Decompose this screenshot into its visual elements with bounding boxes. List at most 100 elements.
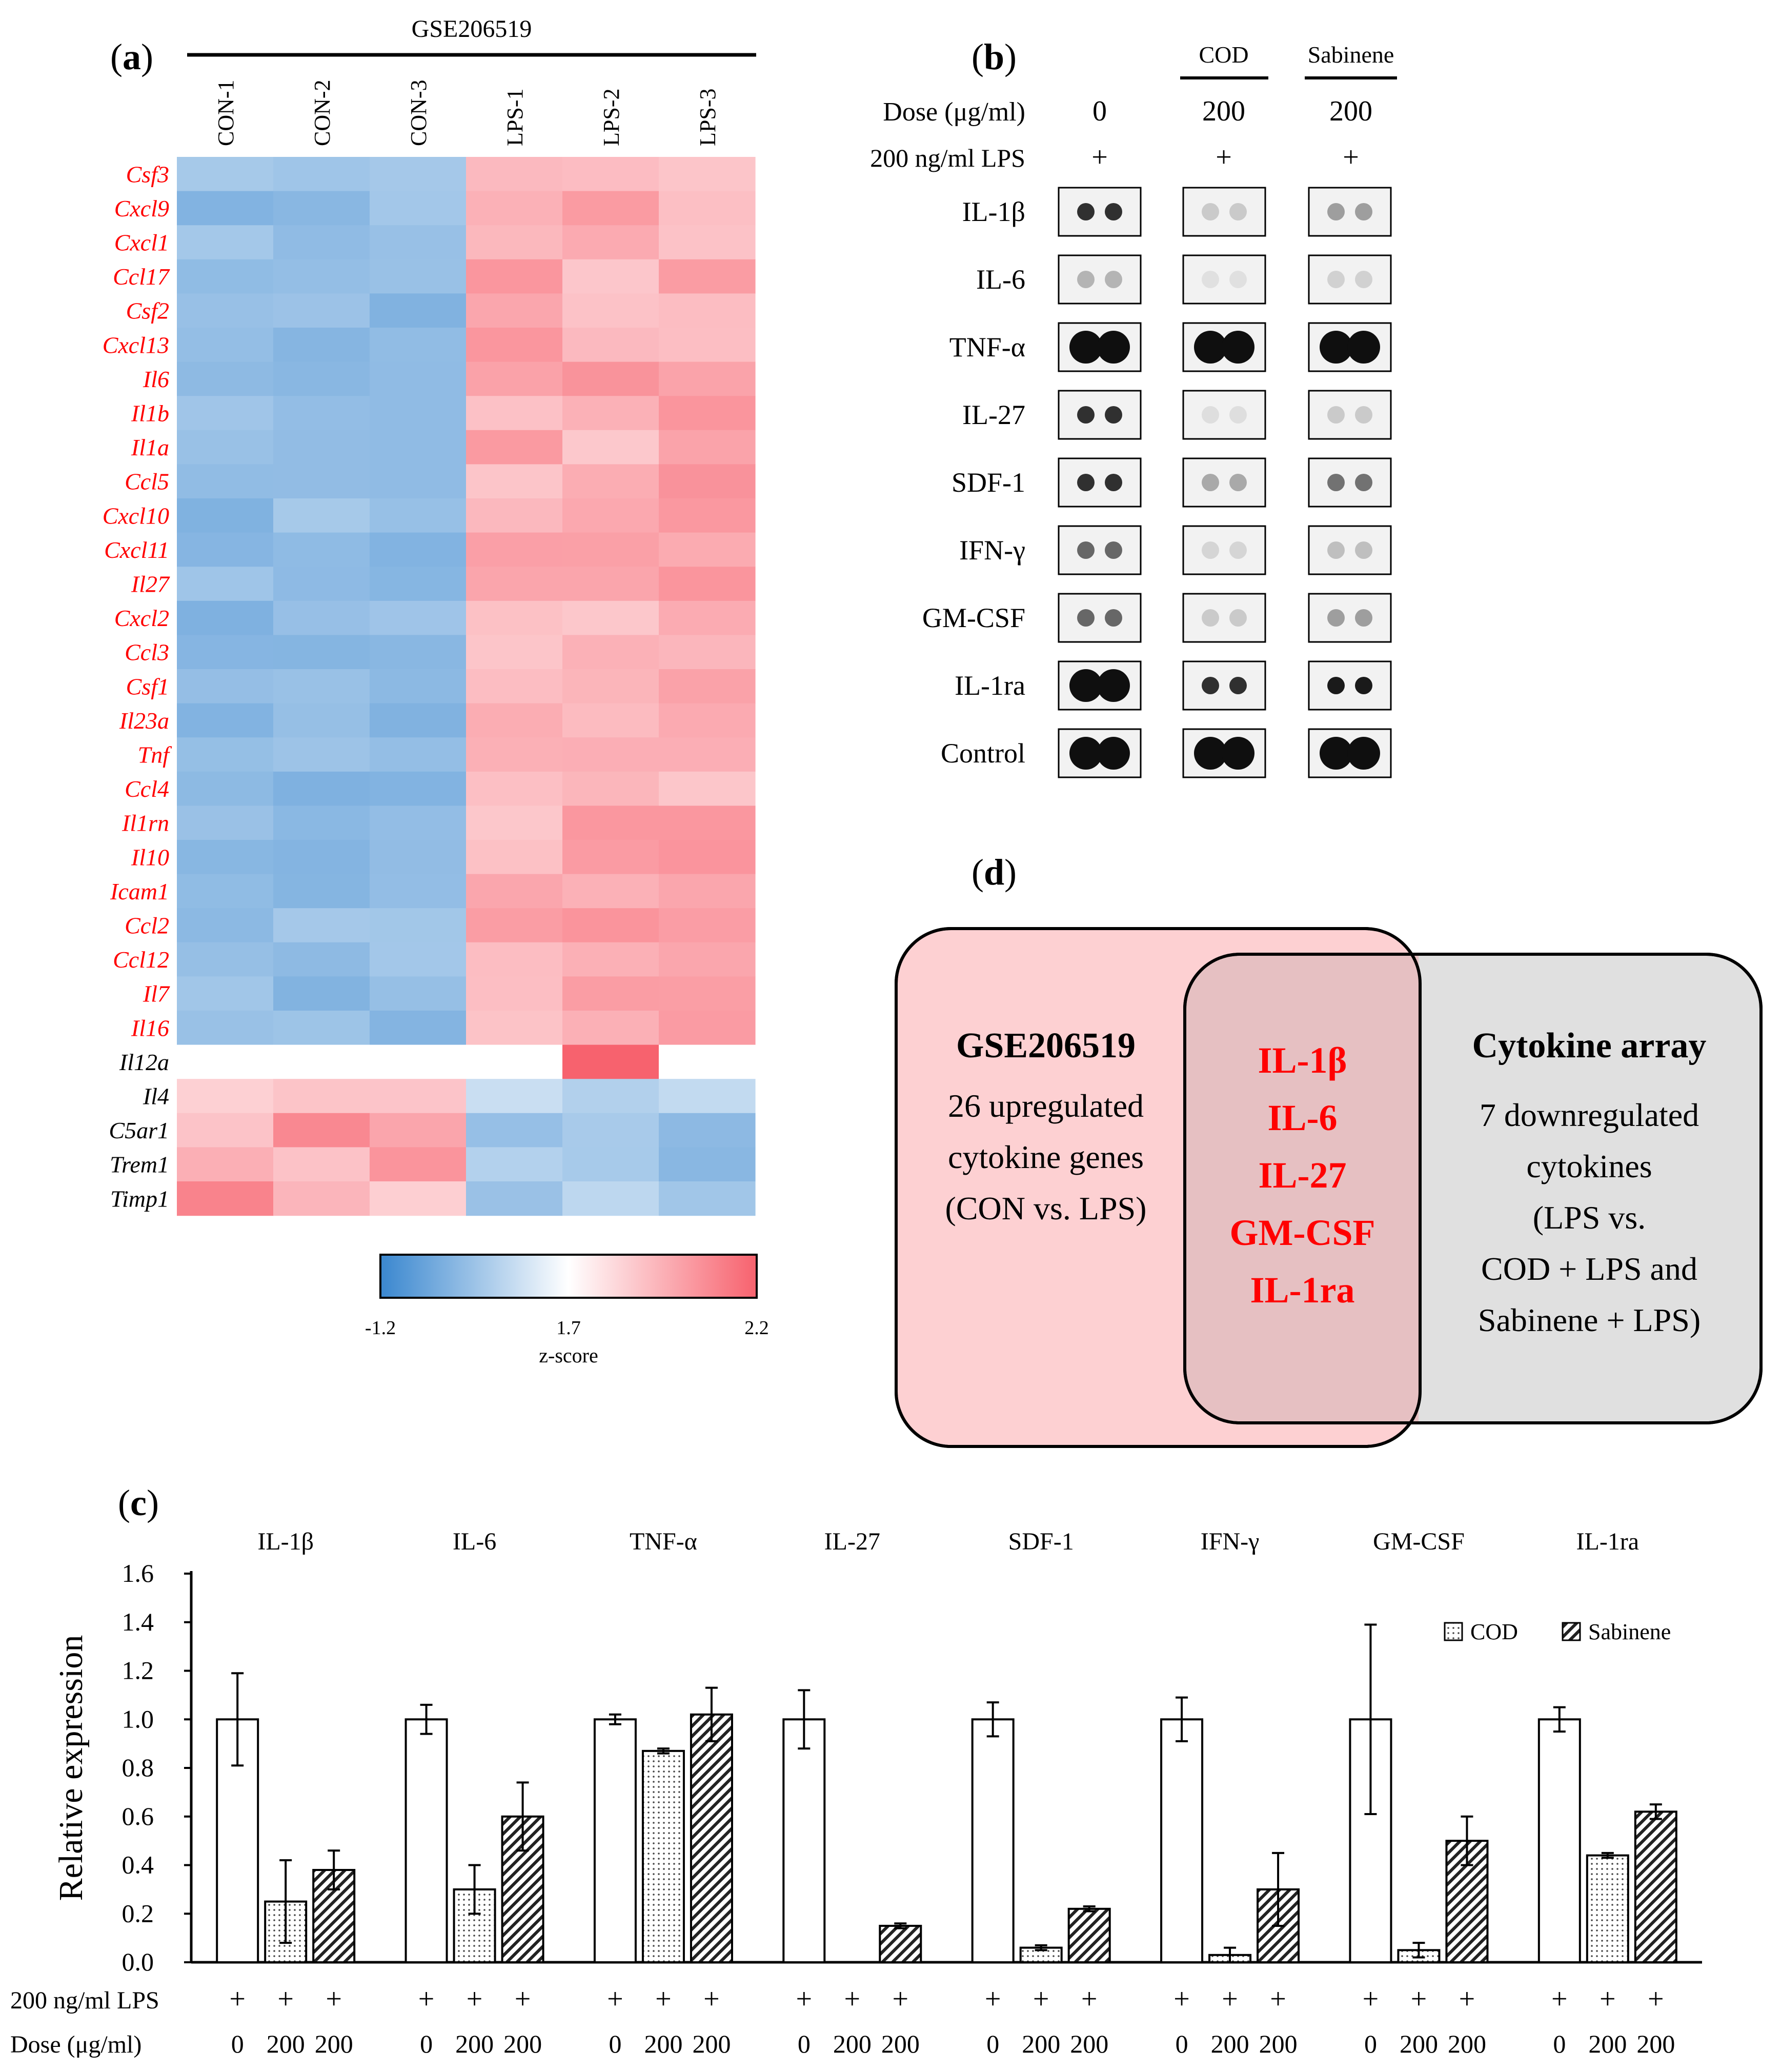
row-dose-value: 200: [503, 2029, 542, 2058]
venn-right-text: Cytokine array 7 downregulated cytokines…: [1425, 1023, 1753, 1346]
heatmap-column-label: CON-2: [310, 79, 335, 146]
heatmap-cell: [659, 840, 756, 875]
array-spot: [1355, 203, 1372, 220]
row-lps-value: +: [703, 1983, 720, 2015]
venn-right-line: Sabinene + LPS): [1478, 1302, 1701, 1338]
heatmap-cell: [466, 874, 563, 909]
heatmap-gene-label: Ccl17: [113, 264, 170, 290]
array-spot: [1097, 669, 1130, 702]
bar-sabinene: [690, 1713, 733, 1963]
row-lps-value: +: [1270, 1983, 1286, 2015]
row-dose-value: 200: [833, 2029, 872, 2058]
bar-sabinene: [1067, 1907, 1111, 1963]
array-spot: [1320, 737, 1352, 770]
heatmap-cell: [466, 908, 563, 943]
heatmap-cell: [177, 1011, 274, 1045]
venn-overlap-item: GM-CSF: [1229, 1212, 1375, 1253]
array-spot: [1202, 474, 1219, 491]
array-spot-panel: [1308, 187, 1392, 237]
heatmap-cell: [370, 259, 467, 294]
array-spot: [1355, 609, 1372, 627]
heatmap-cell: [562, 1113, 659, 1148]
heatmap-cell: [659, 396, 756, 431]
heatmap-cell: [370, 771, 467, 806]
row-lps-value: +: [985, 1983, 1001, 2015]
heatmap-cell: [370, 635, 467, 670]
colorbar: [379, 1254, 758, 1299]
array-spot: [1077, 541, 1095, 559]
heatmap-cell: [177, 532, 274, 567]
heatmap-cell: [659, 600, 756, 635]
heatmap-cell: [466, 1181, 563, 1216]
heatmap-cell: [659, 669, 756, 704]
array-row-label: IL-6: [976, 264, 1025, 295]
array-spot: [1355, 271, 1372, 288]
array-spot: [1229, 474, 1247, 491]
array-spot: [1194, 737, 1227, 770]
heatmap-cell: [370, 840, 467, 875]
heatmap-cell: [177, 157, 274, 192]
bar-cod: [453, 1888, 496, 1963]
array-spot: [1327, 271, 1345, 288]
heatmap-cell: [177, 191, 274, 226]
heatmap-cell: [177, 361, 274, 396]
heatmap-cell: [273, 396, 370, 431]
venn-left-outline: [895, 927, 1422, 1448]
heatmap-cell: [659, 498, 756, 533]
heatmap-cell: [273, 976, 370, 1011]
heatmap-gene-label: Cxcl11: [104, 537, 169, 563]
heatmap-cell: [562, 669, 659, 704]
heatmap-gene-label: Ccl2: [125, 913, 169, 939]
heatmap-cell: [562, 1079, 659, 1114]
lps-value: +: [1216, 142, 1232, 173]
heatmap-cell: [659, 191, 756, 226]
heatmap-cell: [562, 293, 659, 328]
venn-left-text: GSE206519 26 upregulated cytokine genes …: [907, 1023, 1184, 1234]
heatmap-gene-label: Csf2: [126, 298, 169, 324]
array-spot-panel: [1058, 525, 1142, 575]
array-spot: [1347, 331, 1380, 364]
heatmap-cell: [273, 532, 370, 567]
bar-sabinene: [1634, 1811, 1677, 1963]
array-spot: [1194, 331, 1227, 364]
array-spot: [1229, 271, 1247, 288]
heatmap-cell: [659, 1181, 756, 1216]
heatmap-cell: [562, 464, 659, 499]
heatmap-cell: [659, 259, 756, 294]
venn-overlap-item: IL-1ra: [1250, 1270, 1355, 1311]
array-row-label: IL-27: [962, 399, 1025, 430]
array-spot: [1202, 677, 1219, 694]
heatmap-cell: [659, 430, 756, 465]
array-spot: [1077, 609, 1095, 627]
heatmap-cell: [562, 1147, 659, 1182]
heatmap-cell: [273, 669, 370, 704]
row-lps-value: +: [1600, 1983, 1616, 2015]
heatmap-cell: [273, 293, 370, 328]
bar-lps: [593, 1718, 637, 1963]
heatmap-cell: [659, 908, 756, 943]
heatmap-cell: [466, 942, 563, 977]
array-spot: [1355, 406, 1372, 424]
array-spot: [1355, 474, 1372, 491]
row-lps-value: +: [607, 1983, 623, 2015]
venn-right-title: Cytokine array: [1472, 1026, 1707, 1065]
row-lps-value: +: [326, 1983, 342, 2015]
heatmap-cell: [659, 1044, 756, 1079]
heatmap-cell: [659, 703, 756, 738]
array-spot-panel: [1182, 390, 1266, 440]
array-spot: [1077, 474, 1095, 491]
group-label-sabinene: Sabinene: [1308, 42, 1394, 68]
venn-overlap-item: IL-1β: [1258, 1040, 1347, 1081]
heatmap-cell: [659, 328, 756, 363]
heatmap-cell: [659, 361, 756, 396]
heatmap-cell: [659, 1147, 756, 1182]
heatmap-cell: [659, 1113, 756, 1148]
heatmap-cell: [273, 328, 370, 363]
row-dose-value: 200: [1400, 2029, 1438, 2058]
category-label: TNF-α: [630, 1528, 697, 1555]
y-tick-label: 0.4: [122, 1850, 154, 1879]
heatmap-cell: [659, 464, 756, 499]
array-row-label: SDF-1: [952, 467, 1025, 498]
category-label: IL-1ra: [1576, 1528, 1640, 1555]
array-row-label: GM-CSF: [922, 602, 1025, 633]
